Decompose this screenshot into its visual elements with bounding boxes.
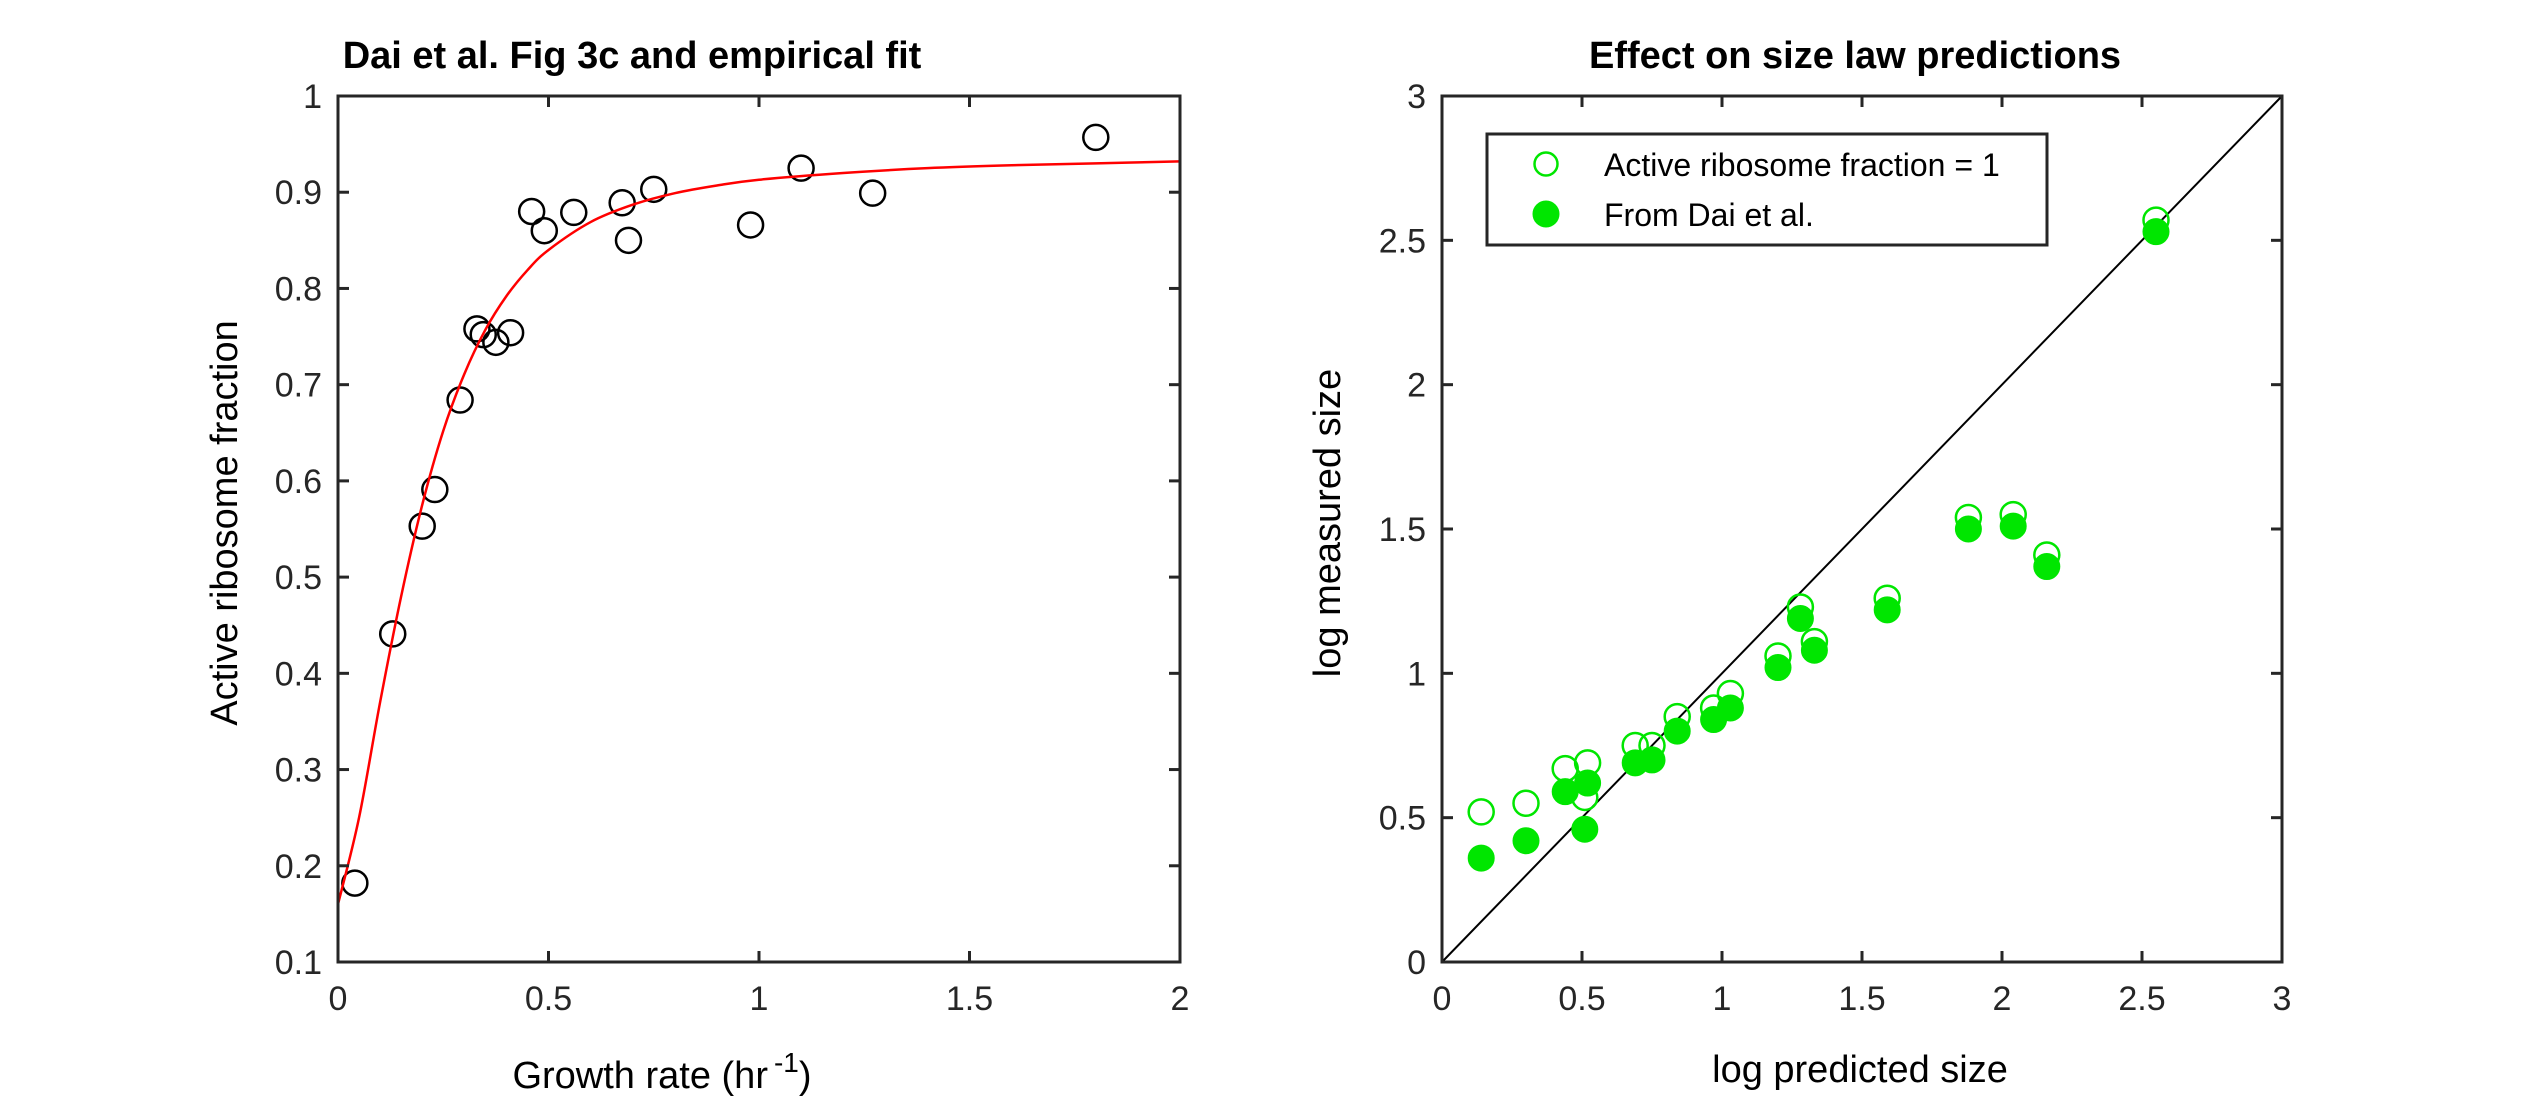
right-ytick-label: 1.5: [1379, 511, 1426, 549]
left-plot-area: 0 0.5 1 1.5 2 0.1 0.2 0.3 0.4 0.5 0.6 0.7 0.8 0.9 1: [275, 78, 1190, 1018]
right-xtick-label: 2: [1993, 980, 2012, 1018]
right-ytick-label: 1: [1407, 655, 1426, 693]
legend-box: [1485, 132, 2049, 247]
left-xtick-label: 1.5: [946, 980, 993, 1018]
left-chart: Dai et al. Fig 3c and empirical fit 0 0.5…: [204, 35, 1189, 1097]
left-xtick-label: 2: [1171, 980, 1190, 1018]
left-series0-point: [858, 179, 887, 207]
right-ytick-label: 2: [1407, 367, 1426, 405]
left-xlabel-end: ): [799, 1055, 812, 1097]
left-chart-title: Dai et al. Fig 3c and empirical fit: [343, 35, 922, 77]
right-chart-ylabel: log measured size: [1307, 369, 1349, 677]
right-xtick-label: 0: [1433, 980, 1452, 1018]
right-series1-point: [1571, 815, 1599, 843]
left-xlabel-sup: -1: [774, 1047, 799, 1078]
left-series0-point: [496, 318, 525, 347]
left-series0-point: [463, 315, 491, 343]
left-series0-point: [482, 328, 510, 357]
left-ytick-label: 0.1: [275, 944, 322, 982]
left-series0-point: [408, 512, 436, 540]
right-series1-point: [2033, 553, 2061, 581]
right-series1-point: [1467, 844, 1495, 872]
right-series1-point: [1764, 654, 1792, 682]
right-series1-point: [1786, 604, 1814, 632]
right-series0-point: [1512, 789, 1540, 817]
left-xtick-label: 0: [329, 980, 348, 1018]
left-series0-point: [378, 620, 407, 648]
left-ytick-label: 0.4: [275, 655, 322, 693]
right-series1-point: [2142, 218, 2170, 246]
left-xlabel-main: Growth rate (hr: [512, 1055, 768, 1097]
legend-label-open: Active ribosome fraction = 1: [1604, 147, 2000, 183]
left-ytick-label: 1: [303, 78, 322, 116]
right-chart-title: Effect on size law predictions: [1589, 35, 2121, 77]
right-ytick-label: 2.5: [1379, 222, 1426, 260]
left-ytick-label: 0.8: [275, 270, 322, 308]
right-series1-point: [1873, 596, 1901, 624]
right-xtick-label: 3: [2273, 980, 2292, 1018]
left-series0-point: [517, 197, 546, 226]
left-ytick-label: 0.6: [275, 463, 322, 501]
right-series1-point: [1999, 512, 2027, 540]
left-fit-curve: [336, 160, 1181, 905]
left-series0-point: [787, 154, 815, 182]
right-series1-point: [1574, 769, 1602, 797]
right-xtick-label: 1: [1713, 980, 1732, 1018]
left-ytick-label: 0.5: [275, 559, 322, 597]
right-ytick-label: 0.5: [1379, 800, 1426, 838]
right-xtick-label: 1.5: [1838, 980, 1885, 1018]
legend-marker-filled: [1532, 200, 1560, 228]
left-ytick-label: 0.2: [275, 848, 322, 886]
right-series1-point: [1954, 515, 1982, 543]
left-series0-point: [1082, 123, 1110, 152]
left-series0-point: [560, 198, 588, 227]
left-xtick-label: 0.5: [525, 980, 572, 1018]
right-xtick-label: 0.5: [1558, 980, 1605, 1018]
right-series1-point: [1638, 746, 1666, 774]
right-series1-point: [1716, 694, 1744, 722]
right-xtick-label: 2.5: [2118, 980, 2165, 1018]
left-series0-point: [614, 226, 643, 255]
left-series0-point: [530, 216, 559, 245]
left-ytick-label: 0.3: [275, 752, 322, 790]
left-ytick-label: 0.9: [275, 174, 322, 212]
legend: Active ribosome fraction = 1 From Dai et…: [1485, 132, 2049, 247]
left-chart-ylabel: Active ribosome fraction: [204, 320, 246, 726]
right-series1-point: [1663, 717, 1691, 745]
right-chart-xlabel: log predicted size: [1712, 1049, 2008, 1091]
legend-label-filled: From Dai et al.: [1604, 197, 1814, 233]
right-ytick-label: 3: [1407, 78, 1426, 116]
legend-marker-open: [1533, 151, 1559, 177]
right-plot-area: 0 0.5 1 1.5 2 2.5 3 0 0.5 1 1.5 2 2.5 3: [1379, 78, 2292, 1018]
left-series0-point: [640, 175, 668, 204]
left-chart-xlabel: Growth rate (hr -1): [512, 1047, 811, 1097]
right-series1-point: [1551, 778, 1579, 806]
left-axes-box: [336, 94, 1182, 964]
right-series0-point: [1551, 754, 1579, 783]
right-series1-point: [1512, 827, 1540, 855]
right-series0-point: [1467, 798, 1495, 826]
left-xtick-label: 1: [750, 980, 769, 1018]
right-chart: Effect on size law predictions 0 0.5 1 1.5 2…: [1307, 35, 2291, 1091]
left-series0-point: [736, 211, 765, 239]
right-series1-point: [1800, 636, 1828, 664]
left-series0-point: [421, 475, 449, 504]
left-ytick-label: 0.7: [275, 367, 322, 405]
right-ytick-label: 0: [1407, 944, 1426, 982]
